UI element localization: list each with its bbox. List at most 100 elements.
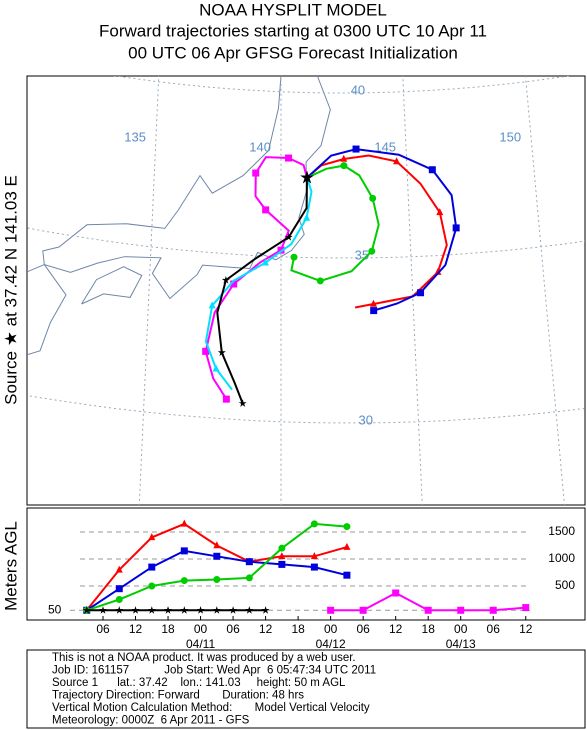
ground-label: 50 bbox=[48, 602, 62, 616]
trajectory bbox=[306, 148, 458, 312]
longitude-line bbox=[138, 76, 160, 505]
x-tick-label: 06 bbox=[356, 622, 370, 636]
coastline bbox=[27, 264, 67, 356]
trajectory bbox=[216, 177, 308, 404]
marker bbox=[369, 194, 377, 202]
trajectory bbox=[204, 156, 308, 400]
marker bbox=[115, 565, 123, 573]
footer-line: Vertical Motion Calculation Method: Mode… bbox=[52, 702, 370, 714]
marker bbox=[261, 258, 269, 266]
marker bbox=[417, 289, 425, 297]
marker bbox=[180, 577, 188, 585]
marker bbox=[262, 206, 270, 214]
marker bbox=[147, 606, 156, 614]
map-frame bbox=[26, 75, 586, 506]
marker bbox=[196, 606, 205, 614]
marker bbox=[343, 571, 351, 579]
footer-line: Trajectory Direction: Forward Duration: … bbox=[52, 690, 304, 702]
marker bbox=[489, 606, 497, 614]
marker bbox=[368, 247, 376, 255]
marker bbox=[180, 606, 189, 614]
source-label: Source ★ at 37.42 N 141.03 E bbox=[1, 175, 20, 405]
marker bbox=[300, 170, 314, 184]
longitude-label: 145 bbox=[374, 139, 396, 154]
marker bbox=[99, 606, 107, 614]
x-tick-label: 18 bbox=[291, 622, 305, 636]
marker bbox=[148, 563, 156, 571]
x-tick-label: 12 bbox=[129, 622, 143, 636]
marker bbox=[148, 533, 156, 541]
marker bbox=[310, 520, 318, 528]
marker bbox=[522, 604, 530, 612]
footer-line: Source 1 lat.: 37.42 lon.: 141.03 height… bbox=[52, 677, 346, 689]
y-tick-label: 500 bbox=[555, 578, 575, 592]
y-axis-label: Meters AGL bbox=[1, 521, 20, 611]
marker bbox=[343, 542, 351, 550]
x-tick-label: 12 bbox=[389, 622, 403, 636]
x-tick-label: 12 bbox=[259, 622, 273, 636]
footer-frame bbox=[26, 649, 586, 729]
subtitle2: 00 UTC 06 Apr GFSG Forecast Initializati… bbox=[128, 43, 458, 62]
title: NOAA HYSPLIT MODEL bbox=[199, 0, 387, 19]
marker bbox=[212, 606, 221, 614]
marker bbox=[245, 574, 253, 582]
footer-line: Job ID: 161157 Job Start: Wed Apr 6 05:4… bbox=[52, 665, 376, 677]
marker bbox=[316, 277, 324, 285]
marker bbox=[340, 154, 348, 162]
marker bbox=[82, 606, 91, 614]
marker bbox=[229, 606, 238, 614]
marker bbox=[327, 606, 335, 614]
y-tick-label: 1500 bbox=[548, 524, 575, 538]
marker bbox=[278, 552, 286, 560]
longitude-label: 135 bbox=[124, 129, 146, 144]
latitude-label: 30 bbox=[359, 412, 373, 427]
longitude-label: 140 bbox=[249, 139, 271, 154]
marker bbox=[261, 606, 270, 614]
x-tick-label: 12 bbox=[519, 622, 533, 636]
marker bbox=[340, 162, 348, 170]
marker bbox=[343, 523, 351, 531]
marker bbox=[245, 606, 254, 614]
x-tick-label: 06 bbox=[226, 622, 240, 636]
marker bbox=[359, 606, 367, 614]
marker bbox=[310, 563, 318, 571]
marker bbox=[428, 166, 436, 174]
coastline bbox=[81, 266, 143, 305]
marker bbox=[310, 552, 318, 560]
marker bbox=[222, 395, 230, 403]
date-label: 04/13 bbox=[446, 637, 476, 651]
marker bbox=[202, 347, 210, 355]
marker bbox=[208, 301, 216, 309]
marker bbox=[115, 585, 123, 593]
marker bbox=[180, 519, 188, 527]
x-tick-label: 18 bbox=[161, 622, 175, 636]
marker bbox=[180, 547, 188, 555]
x-tick-label: 00 bbox=[324, 622, 338, 636]
date-label: 04/12 bbox=[316, 637, 346, 651]
marker bbox=[303, 213, 311, 221]
longitude-label: 150 bbox=[499, 129, 521, 144]
marker bbox=[213, 552, 221, 560]
marker bbox=[278, 544, 286, 552]
marker bbox=[217, 348, 226, 356]
footer: This is not a NOAA product. It was produ… bbox=[52, 652, 376, 727]
marker bbox=[392, 589, 400, 597]
marker bbox=[393, 157, 401, 165]
marker bbox=[252, 169, 260, 177]
longitude-line bbox=[524, 76, 565, 505]
marker bbox=[352, 145, 360, 153]
subtitle: Forward trajectories starting at 0300 UT… bbox=[99, 21, 487, 40]
marker bbox=[424, 606, 432, 614]
marker bbox=[436, 208, 444, 216]
latitude-label: 40 bbox=[351, 82, 365, 97]
marker bbox=[278, 560, 286, 568]
marker bbox=[434, 267, 442, 275]
latitude-line bbox=[27, 394, 585, 424]
marker bbox=[238, 399, 247, 407]
x-tick-label: 00 bbox=[454, 622, 468, 636]
marker bbox=[213, 541, 221, 549]
y-tick-label: 1000 bbox=[548, 551, 575, 565]
marker bbox=[452, 224, 460, 232]
